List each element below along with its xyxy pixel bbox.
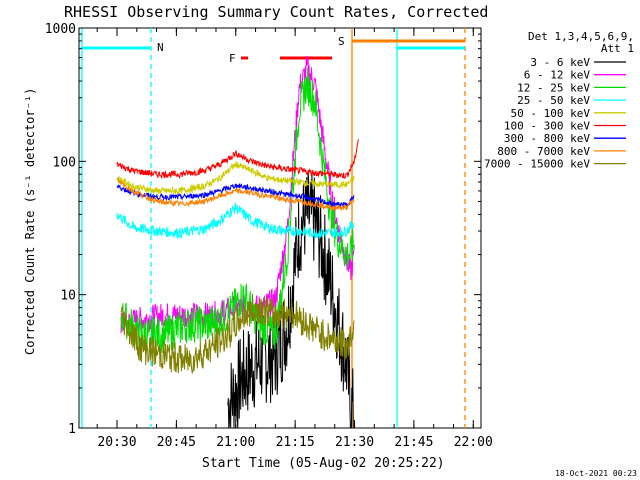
- x-tick-label: 20:30: [97, 435, 136, 450]
- saa-flag-label: S: [338, 35, 345, 48]
- series-line-8: [120, 295, 355, 375]
- series-line-5: [116, 139, 359, 180]
- x-tick-label: 21:00: [216, 435, 255, 450]
- y-tick-label: 100: [53, 155, 76, 170]
- time-markers: [81, 28, 466, 428]
- series-line-6: [116, 183, 355, 209]
- series-line-7: [116, 177, 355, 212]
- plot-frame: [78, 27, 482, 429]
- legend-label-1: 6 - 12 keV: [524, 69, 591, 82]
- flare-flag-label: F: [229, 52, 236, 65]
- legend-header-line-2: Att 1: [601, 42, 634, 55]
- y-tick-label: 10: [60, 289, 76, 304]
- x-axis: 20:30 20:45 21:00 21:15 21:30 21:45 22:00: [96, 28, 493, 450]
- chart-title: RHESSI Observing Summary Count Rates, Co…: [64, 3, 488, 21]
- x-tick-label: 21:15: [276, 435, 315, 450]
- legend-label-8: 7000 - 15000 keV: [484, 158, 590, 171]
- series-line-0: [227, 171, 355, 429]
- legend-label-2: 12 - 25 keV: [517, 81, 590, 94]
- series-line-4: [116, 161, 355, 196]
- y-tick-label: 1000: [45, 22, 76, 37]
- legend-label-4: 50 - 100 keV: [511, 107, 591, 120]
- legend-label-3: 25 - 50 keV: [517, 94, 590, 107]
- legend-header-line-1: Det 1,3,4,5,6,9,: [528, 30, 634, 43]
- x-tick-label: 21:30: [335, 435, 374, 450]
- legend-label-5: 100 - 300 keV: [504, 120, 590, 133]
- series-line-3: [116, 202, 355, 240]
- night-flag-label: N: [157, 41, 164, 54]
- y-axis-title: Corrected Count Rate (s⁻¹ detector⁻¹): [23, 88, 37, 355]
- x-tick-label: 20:45: [157, 435, 196, 450]
- legend-label-6: 300 - 800 keV: [504, 132, 590, 145]
- state-bars: N F S: [82, 35, 465, 65]
- series-line-1: [120, 55, 355, 334]
- legend-label-0: 3 - 6 keV: [530, 56, 590, 69]
- series-layer: [116, 55, 359, 429]
- y-tick-label: 1: [68, 422, 76, 437]
- footer-date: 18-Oct-2021 00:23: [555, 469, 637, 478]
- x-tick-label: 21:45: [394, 435, 433, 450]
- legend-label-7: 800 - 7000 keV: [497, 145, 590, 158]
- x-tick-label: 22:00: [454, 435, 493, 450]
- x-axis-title: Start Time (05-Aug-02 20:25:22): [202, 456, 445, 471]
- y-axis: 1 10 100 1000: [45, 22, 481, 437]
